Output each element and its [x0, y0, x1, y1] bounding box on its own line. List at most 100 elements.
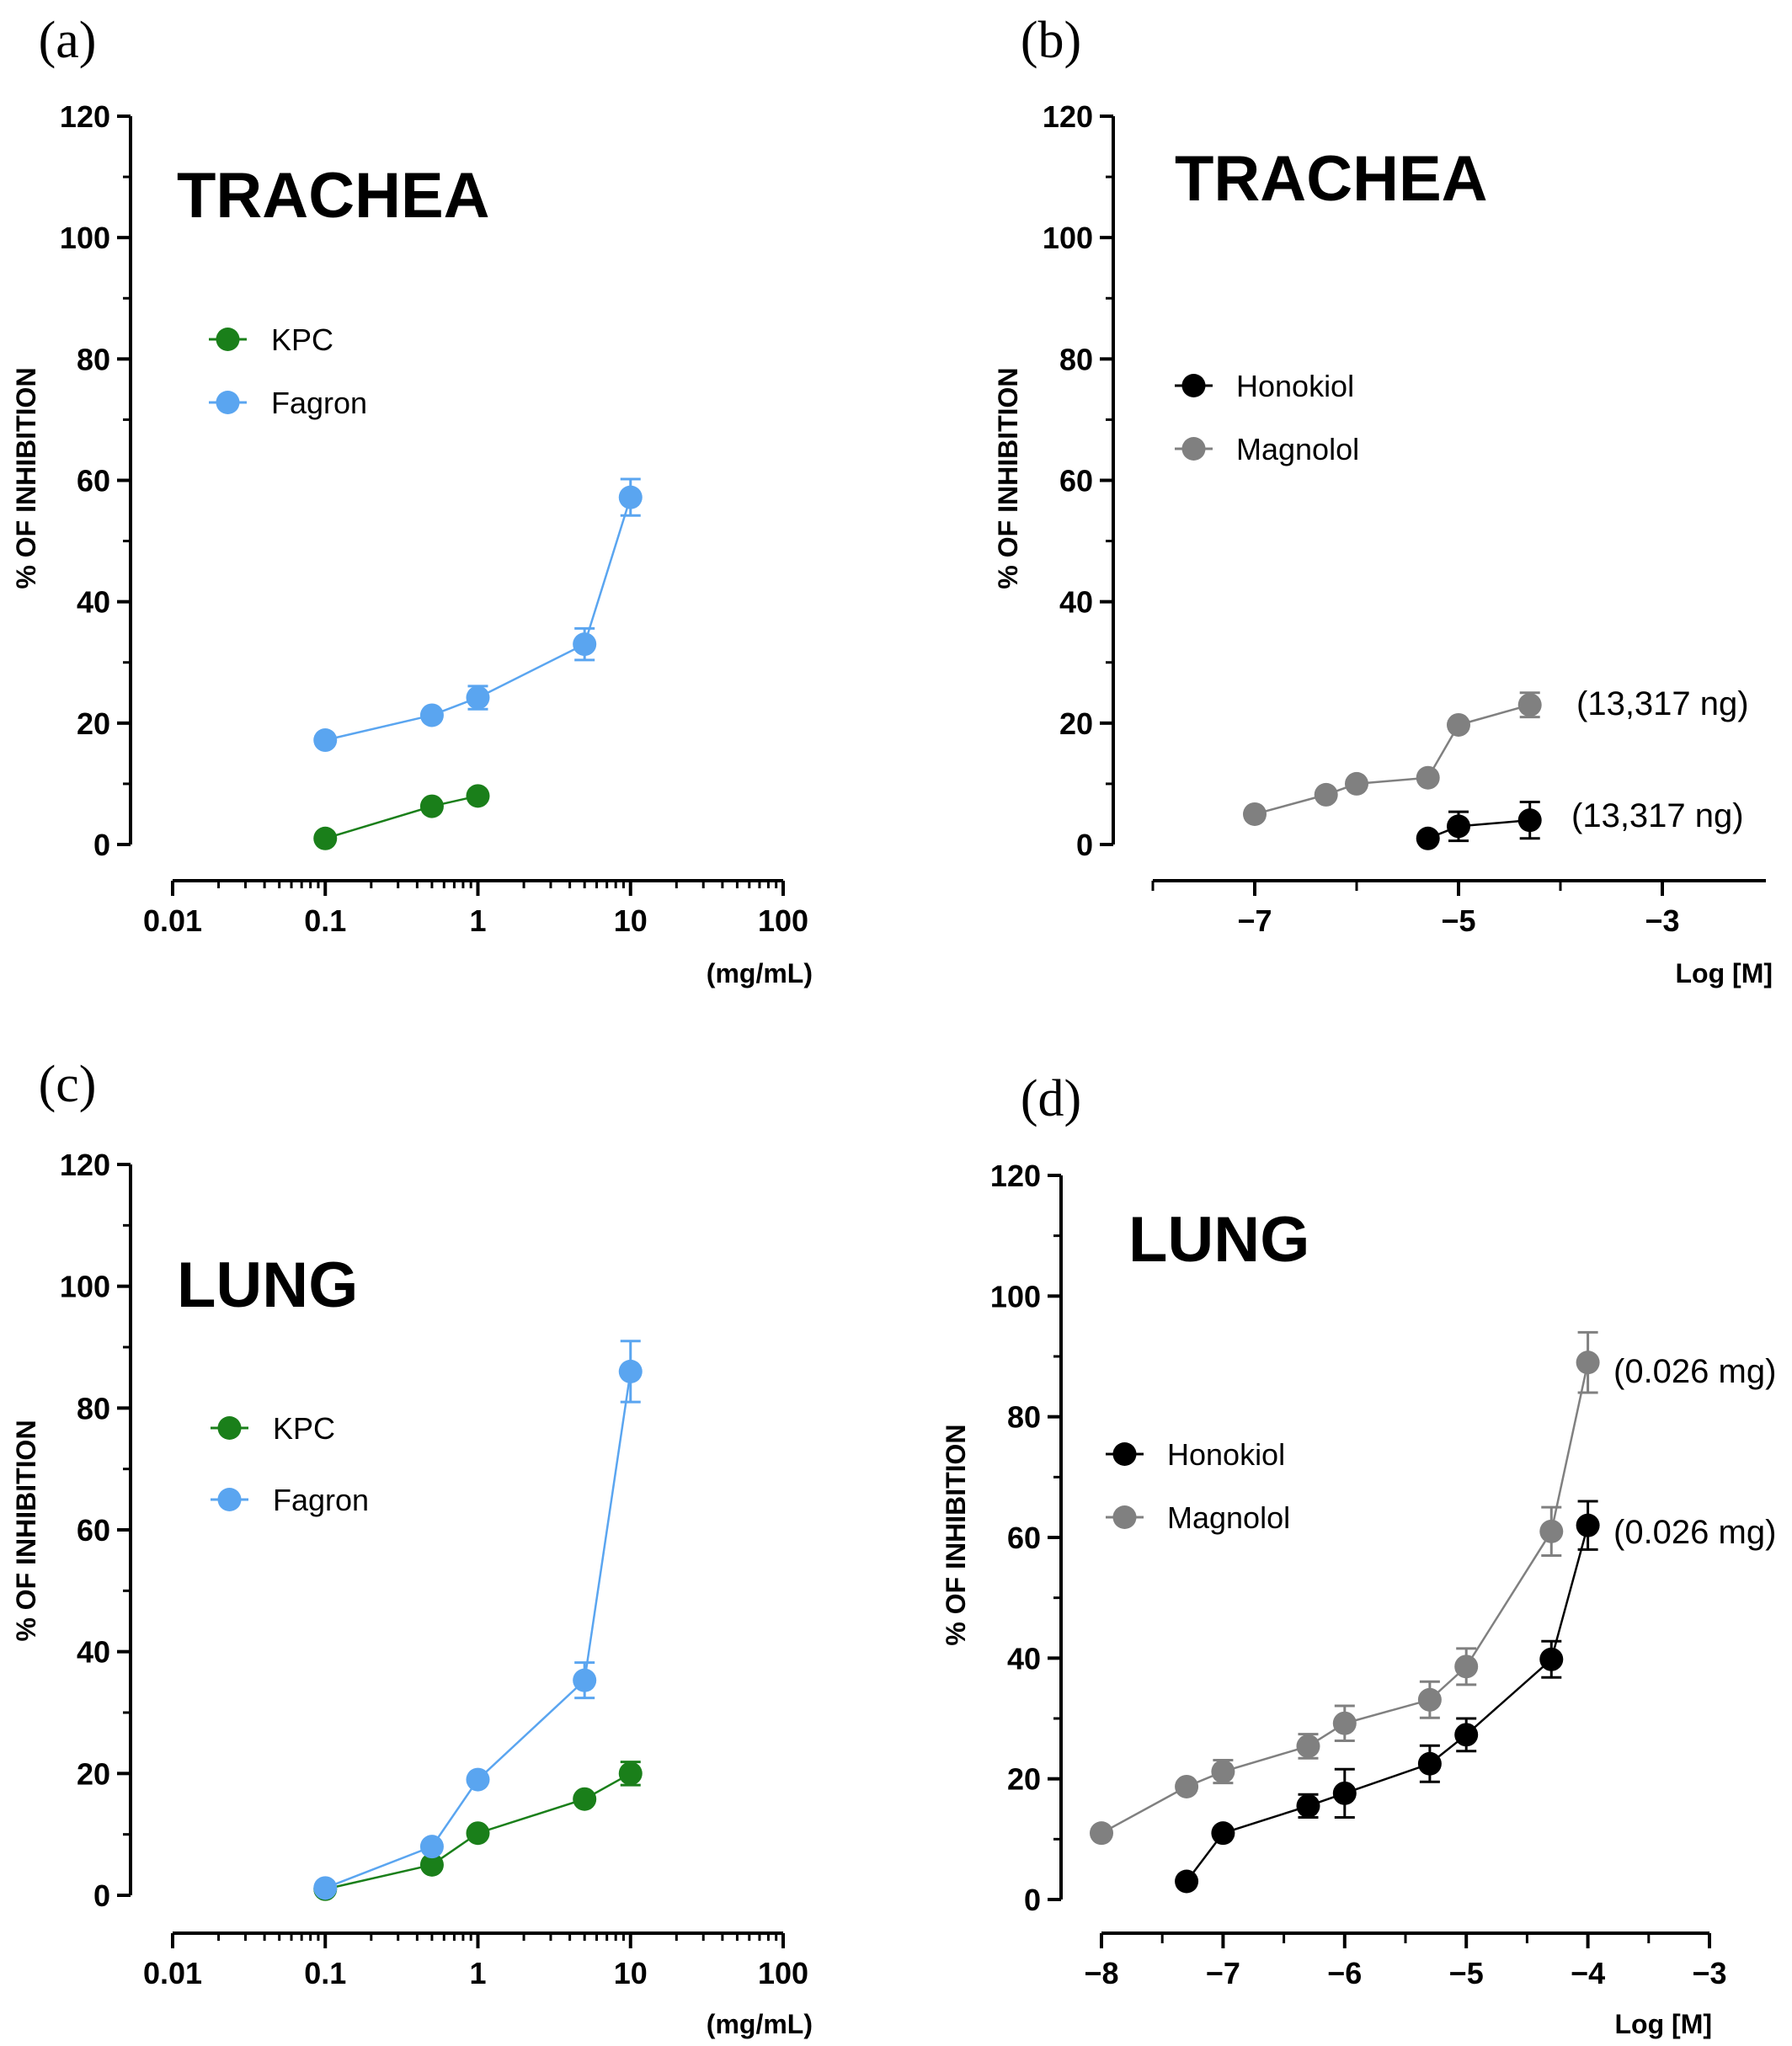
data-point — [419, 1835, 444, 1859]
data-point — [1417, 1751, 1442, 1776]
legend-entry-fagron: Fagron — [209, 386, 367, 420]
series-magnolol — [1090, 1330, 1600, 1846]
y-axis: 0 20 40 60 80 100 120 % OF INHIBITION — [993, 99, 1115, 862]
series-line — [1254, 704, 1531, 816]
data-point — [466, 784, 490, 808]
series-line — [324, 795, 478, 839]
y-tick-label: 100 — [990, 1279, 1041, 1313]
legend-label: Magnolol — [1167, 1500, 1290, 1535]
data-point — [1417, 1687, 1442, 1712]
y-tick-label: 80 — [77, 342, 110, 376]
legend-entry-honokiol: Honokiol — [1175, 369, 1354, 403]
series-fagron — [313, 477, 643, 753]
data-point — [1332, 1711, 1357, 1735]
y-tick-label: 100 — [1043, 221, 1093, 255]
data-point — [419, 794, 444, 818]
x-tick-label: −7 — [1206, 1956, 1240, 1990]
data-point — [466, 685, 490, 710]
y-tick-label: 20 — [1007, 1762, 1041, 1797]
data-point — [1447, 814, 1470, 839]
y-tick-label: 120 — [1043, 99, 1093, 134]
x-tick-label: −5 — [1449, 1956, 1484, 1990]
data-point — [1416, 826, 1440, 850]
annotation: (0.026 mg) — [1613, 1353, 1776, 1390]
y-tick-label: 100 — [60, 221, 110, 255]
data-point — [1447, 712, 1470, 737]
legend-label: KPC — [273, 1411, 335, 1446]
legend-label: Fagron — [271, 386, 367, 420]
data-point — [313, 1876, 338, 1900]
x-tick-label: −5 — [1441, 903, 1475, 938]
annotation: (0.026 mg) — [1613, 1514, 1776, 1551]
data-point — [1211, 1760, 1235, 1784]
y-tick-label: 120 — [60, 1148, 110, 1182]
x-tick-label: 1 — [469, 1956, 486, 1990]
y-tick-label: 100 — [60, 1270, 110, 1304]
legend-label: Honokiol — [1167, 1437, 1285, 1472]
data-point — [313, 728, 338, 753]
y-tick-label: 60 — [1059, 464, 1093, 498]
y-tick-label: 60 — [77, 464, 110, 498]
legend-entry-magnolol: Magnolol — [1175, 432, 1359, 466]
legend-entry-fagron: Fagron — [211, 1483, 369, 1517]
y-tick-label: 0 — [1076, 828, 1093, 862]
series-honokiol — [1175, 1500, 1600, 1894]
series-line — [1101, 1361, 1589, 1835]
y-tick-label: 40 — [1059, 585, 1093, 620]
x-tick-label: 0.1 — [304, 903, 346, 938]
chart-title: TRACHEA — [177, 160, 490, 232]
data-point — [1175, 1869, 1199, 1894]
series-kpc — [313, 784, 490, 850]
y-tick-label: 40 — [77, 585, 110, 620]
data-point — [419, 1852, 444, 1877]
y-tick-label: 0 — [93, 828, 110, 862]
panel-letter: (d) — [1021, 1070, 1081, 1127]
legend-marker — [1181, 437, 1206, 461]
y-tick-label: 120 — [60, 99, 110, 134]
legend-entry-magnolol: Magnolol — [1106, 1500, 1290, 1535]
legend-marker — [217, 1488, 242, 1511]
x-axis-label: (mg/mL) — [707, 2009, 813, 2039]
x-tick-label: 1 — [469, 903, 486, 938]
data-point — [1539, 1647, 1564, 1671]
data-point — [1175, 1774, 1199, 1798]
x-tick-label: −7 — [1237, 903, 1272, 938]
data-point — [618, 1761, 643, 1786]
data-point — [618, 485, 643, 509]
data-point — [1296, 1793, 1320, 1818]
data-point — [1090, 1821, 1113, 1846]
data-point — [313, 826, 338, 850]
chart-title: LUNG — [177, 1249, 358, 1321]
data-point — [1576, 1351, 1600, 1375]
y-axis-label: % OF INHIBITION — [941, 1424, 971, 1645]
data-point — [1576, 1513, 1600, 1537]
y-tick-label: 20 — [77, 706, 110, 741]
legend-marker — [216, 328, 240, 351]
legend-marker — [1181, 374, 1206, 397]
data-point — [1243, 802, 1267, 826]
x-axis-label: Log [M] — [1615, 2009, 1713, 2039]
y-axis: 0 20 40 60 80 100 120 % OF INHIBITION — [11, 99, 132, 862]
x-tick-label: 10 — [614, 1956, 648, 1990]
data-point — [419, 703, 444, 727]
data-point — [1296, 1734, 1320, 1758]
data-point — [1517, 808, 1542, 833]
x-tick-label: −8 — [1084, 1956, 1118, 1990]
chart-title: TRACHEA — [1175, 143, 1488, 215]
y-tick-label: 80 — [77, 1391, 110, 1425]
y-tick-label: 80 — [1059, 342, 1093, 376]
y-tick-label: 80 — [1007, 1400, 1041, 1435]
series-fagron — [313, 1340, 643, 1900]
data-point — [1454, 1723, 1479, 1747]
panel-letter: (a) — [39, 12, 97, 69]
x-tick-label: −3 — [1645, 903, 1679, 938]
legend-marker — [217, 1416, 242, 1440]
y-tick-label: 20 — [77, 1756, 110, 1791]
chart-title: LUNG — [1128, 1204, 1309, 1276]
y-axis: 0 20 40 60 80 100 120 % OF INHIBITION — [11, 1148, 132, 1913]
y-axis-label: % OF INHIBITION — [11, 367, 41, 589]
data-point — [466, 1821, 490, 1846]
data-point — [573, 1668, 597, 1692]
legend-entry-honokiol: Honokiol — [1106, 1437, 1285, 1472]
